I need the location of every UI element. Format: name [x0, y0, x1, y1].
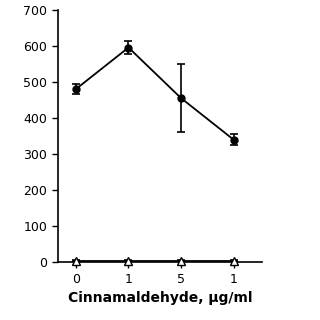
X-axis label: Cinnamaldehyde, μg/ml: Cinnamaldehyde, μg/ml	[68, 292, 252, 305]
